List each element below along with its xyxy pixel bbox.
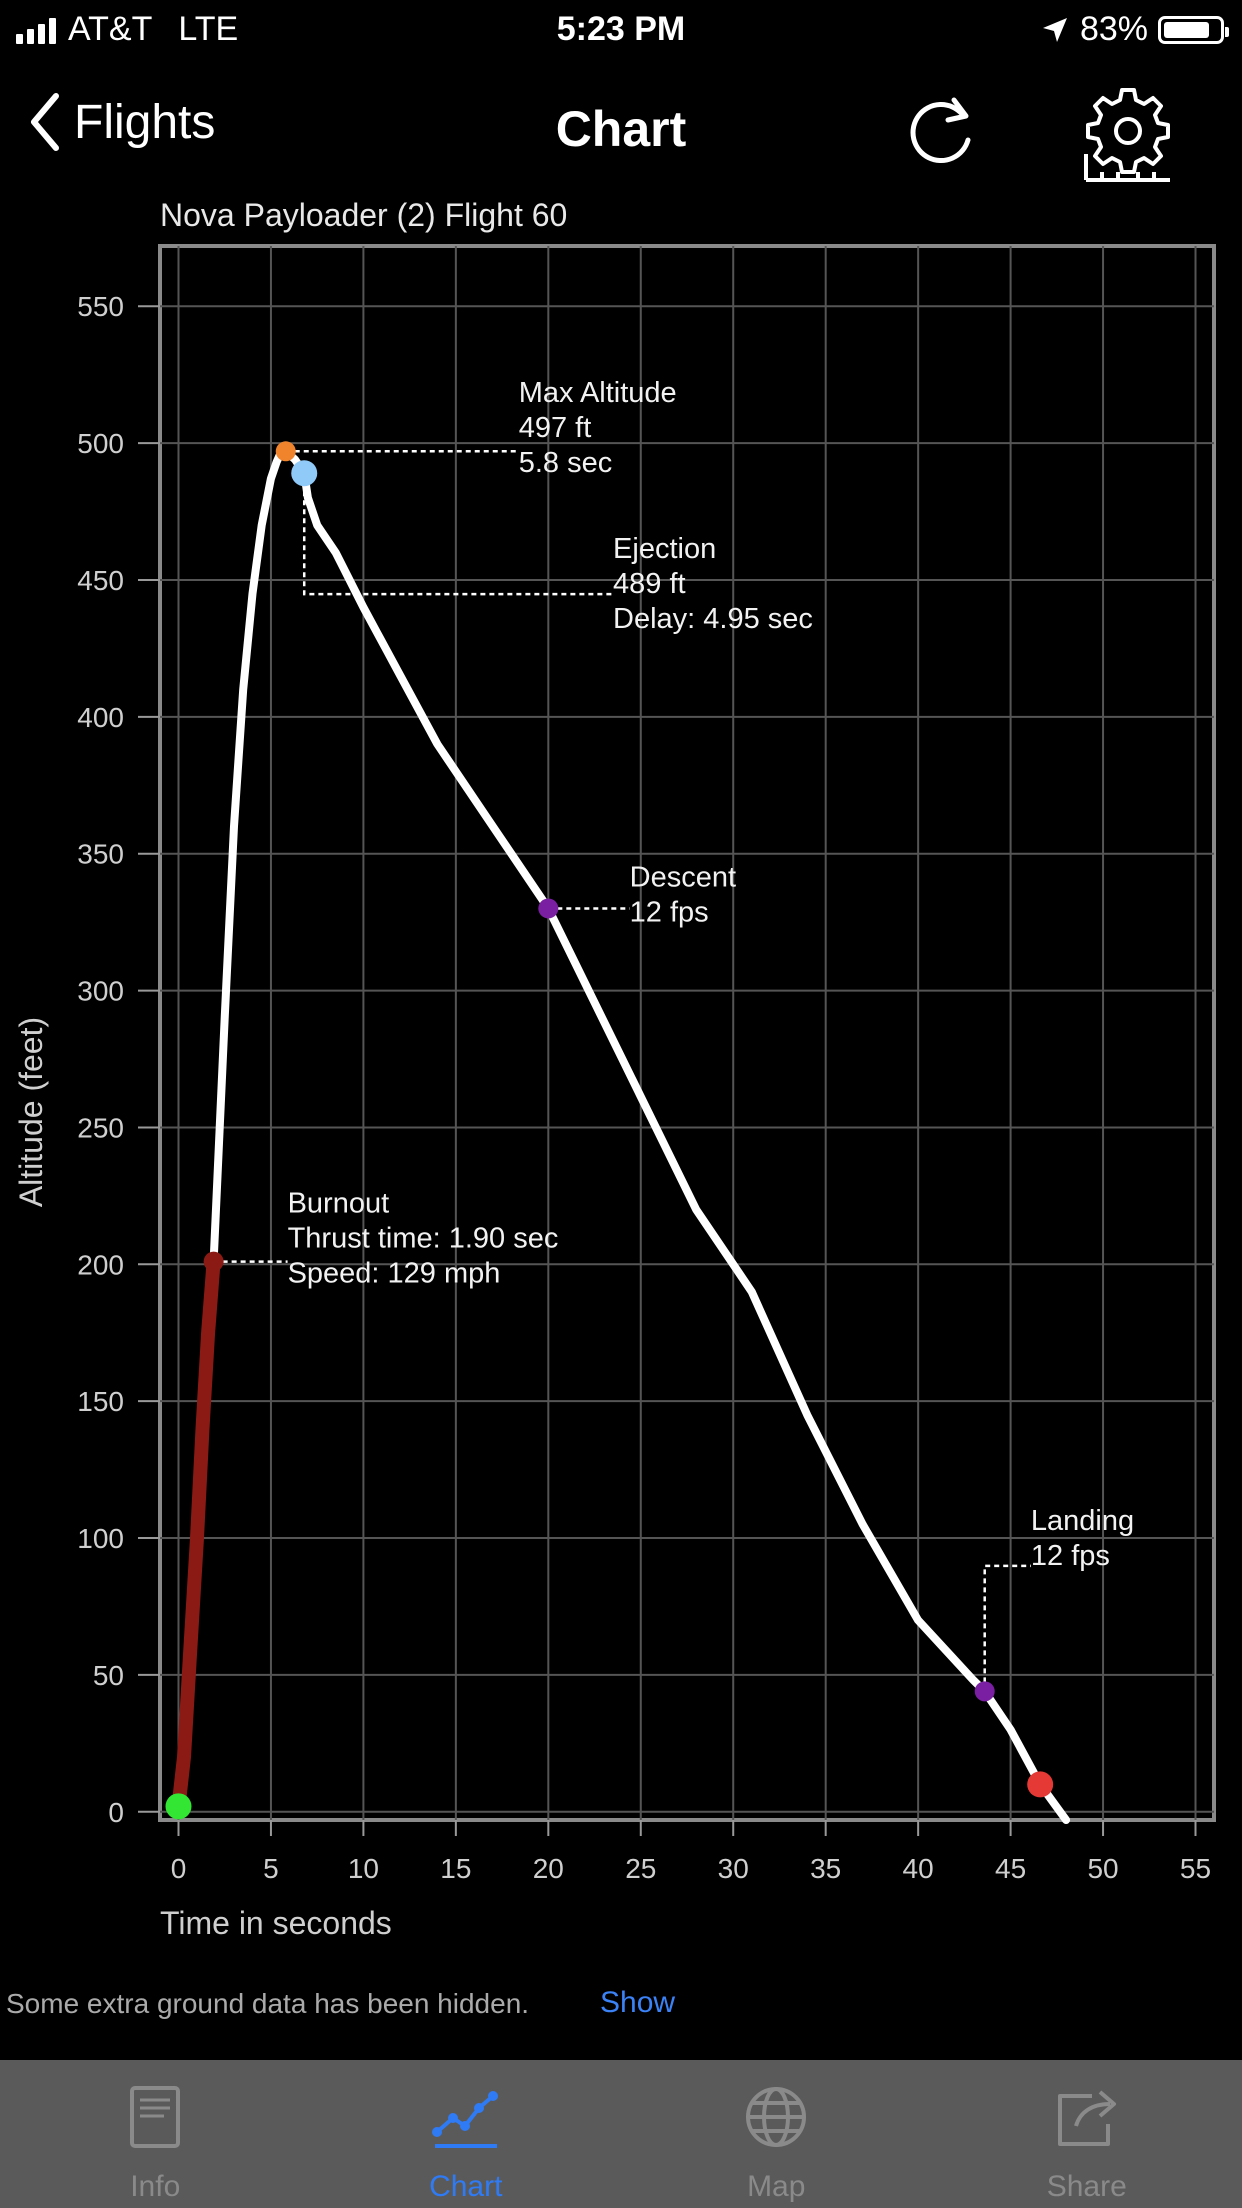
annotation-max-altitude: Max Altitude 497 ft 5.8 sec xyxy=(519,377,677,479)
y-tick-label: 0 xyxy=(108,1797,124,1828)
x-tick-label: 0 xyxy=(171,1853,187,1884)
tab-info[interactable]: Info xyxy=(0,2060,311,2208)
flight-chart: Nova Payloader (2) Flight 60 Max Altitud… xyxy=(0,180,1242,1960)
marker-max-altitude xyxy=(275,441,296,462)
y-tick-label: 50 xyxy=(93,1660,124,1691)
series-line-thrust xyxy=(171,1254,221,1814)
show-hidden-data-link[interactable]: Show xyxy=(600,1986,676,2019)
tab-label-map: Map xyxy=(747,2170,806,2203)
status-right: 83% xyxy=(1040,10,1229,49)
chart-line-icon xyxy=(431,2091,498,2148)
marker-burnout xyxy=(203,1251,224,1272)
carrier-label: AT&T xyxy=(68,10,153,48)
annotation-line: 12 fps xyxy=(630,897,709,929)
y-tick-label: 500 xyxy=(77,428,124,459)
annotation-line: Speed: 129 mph xyxy=(288,1257,501,1289)
annotation-line: Thrust time: 1.90 sec xyxy=(288,1222,559,1254)
x-tick-label: 25 xyxy=(625,1853,656,1884)
marker-landing xyxy=(974,1681,995,1702)
plot-frame xyxy=(158,244,1216,1822)
annotation-line: 497 ft xyxy=(519,412,592,444)
x-tick-label: 35 xyxy=(810,1853,841,1884)
chart-title: Nova Payloader (2) Flight 60 xyxy=(160,197,567,233)
tab-bar: Info Chart Map Share xyxy=(0,2060,1242,2208)
y-tick-label: 150 xyxy=(77,1386,124,1417)
x-tick-label: 30 xyxy=(718,1853,749,1884)
annotation-line: Burnout xyxy=(288,1187,390,1219)
x-tick-label: 40 xyxy=(903,1853,934,1884)
x-tick-label: 50 xyxy=(1087,1853,1118,1884)
chevron-left-icon xyxy=(31,93,59,151)
annotation-descent: Descent 12 fps xyxy=(630,862,736,929)
y-axis-label: Altitude (feet) xyxy=(13,1017,49,1207)
marker-descent xyxy=(538,898,559,919)
series-line-descent xyxy=(281,447,1071,1824)
settings-gear-icon[interactable] xyxy=(1078,84,1178,184)
tab-map[interactable]: Map xyxy=(621,2060,932,2208)
share-icon xyxy=(1057,2090,1116,2146)
x-axis-label: Time in seconds xyxy=(160,1905,392,1941)
annotation-line: Descent xyxy=(630,862,736,894)
annotation-burnout: Burnout Thrust time: 1.90 sec Speed: 129 m… xyxy=(288,1187,559,1289)
signal-bars-icon xyxy=(16,16,56,44)
annotation-line: Landing xyxy=(1031,1505,1134,1537)
network-label: LTE xyxy=(178,10,239,48)
marker-ejection xyxy=(291,460,318,487)
series-line-coast xyxy=(209,447,290,1266)
y-tick-label: 550 xyxy=(77,291,124,322)
y-tick-label: 450 xyxy=(77,565,124,596)
y-tick-label: 200 xyxy=(77,1249,124,1280)
navigation-bar: Flights Chart xyxy=(0,70,1242,182)
back-button[interactable]: Flights xyxy=(28,92,215,152)
x-tick-label: 5 xyxy=(263,1853,279,1884)
info-document-icon xyxy=(130,2086,181,2148)
tab-share[interactable]: Share xyxy=(932,2060,1242,2208)
back-label: Flights xyxy=(74,95,216,149)
annotation-line: Ejection xyxy=(613,533,716,565)
annotation-connector-ejection xyxy=(302,473,614,596)
x-tick-label: 45 xyxy=(995,1853,1026,1884)
x-tick-label: 15 xyxy=(440,1853,471,1884)
y-tick-label: 300 xyxy=(77,976,124,1007)
tab-label-chart: Chart xyxy=(429,2170,503,2203)
globe-icon xyxy=(746,2087,807,2147)
y-tick-label: 400 xyxy=(77,702,124,733)
x-tick-label: 10 xyxy=(348,1853,379,1884)
battery-icon xyxy=(1158,15,1229,44)
altitude-chart-svg: Nova Payloader (2) Flight 60 Max Altitud… xyxy=(13,197,1216,1941)
status-left: AT&T LTE xyxy=(16,10,238,49)
tab-label-info: Info xyxy=(130,2170,181,2203)
battery-percent: 83% xyxy=(1079,10,1148,48)
status-time: 5:23 PM xyxy=(556,10,686,48)
refresh-icon[interactable] xyxy=(900,90,984,174)
annotation-connector-landing xyxy=(983,1564,1031,1692)
annotation-line: 12 fps xyxy=(1031,1540,1110,1572)
y-tick-label: 350 xyxy=(77,839,124,870)
x-tick-label: 55 xyxy=(1180,1853,1211,1884)
annotation-ejection: Ejection 489 ft Delay: 4.95 sec xyxy=(613,533,813,635)
x-tick-label: 20 xyxy=(533,1853,564,1884)
annotation-line: Delay: 4.95 sec xyxy=(613,603,813,635)
hidden-data-notice: Some extra ground data has been hidden. xyxy=(6,1988,530,2019)
y-tick-label: 100 xyxy=(77,1523,124,1554)
marker-ground xyxy=(1027,1771,1054,1798)
marker-launch xyxy=(165,1793,192,1820)
tab-chart[interactable]: Chart xyxy=(311,2060,622,2208)
location-arrow-icon xyxy=(1042,17,1067,42)
tab-label-share: Share xyxy=(1046,2170,1127,2203)
y-tick-label: 250 xyxy=(77,1112,124,1143)
annotation-landing: Landing 12 fps xyxy=(1031,1505,1134,1572)
status-bar: AT&T LTE 5:23 PM 83% xyxy=(0,0,1242,62)
annotation-line: Max Altitude xyxy=(519,377,677,409)
annotation-line: 489 ft xyxy=(613,568,686,600)
annotation-line: 5.8 sec xyxy=(519,447,613,479)
